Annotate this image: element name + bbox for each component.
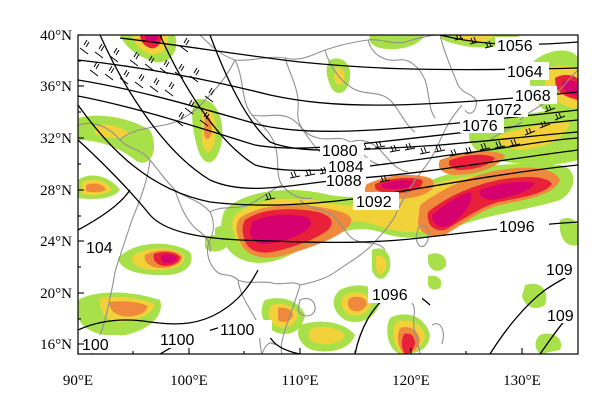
label-1100-a: 1100: [160, 332, 195, 349]
political-boundaries: [78, 35, 578, 354]
label-1084: 1084: [328, 159, 364, 176]
province-lines-3: [324, 49, 416, 133]
label-1096: 1096: [499, 219, 535, 236]
province-lines-1: [234, 59, 313, 199]
label-100: 100: [82, 337, 109, 354]
korea-outline: [439, 35, 477, 114]
contour-1096-north: [78, 139, 578, 244]
contour-labels: 1056 1064 1068 1072 1076 1080 1084 1088 …: [80, 37, 578, 354]
shade-philippines: [387, 314, 430, 354]
y-tick-label-36n: 36°N: [40, 79, 72, 95]
label-1068: 1068: [515, 88, 551, 105]
label-109-b: 109: [547, 308, 574, 325]
y-tick-label-28n: 28°N: [40, 183, 72, 199]
map-frame: [77, 34, 579, 355]
label-1092: 1092: [356, 194, 392, 211]
label-104: 104: [86, 240, 113, 257]
map-plot-area: 1056 1064 1068 1072 1076 1080 1084 1088 …: [78, 35, 578, 354]
x-tick-label-130e: 130°E: [503, 373, 541, 389]
barbs-northwest: [79, 37, 215, 127]
contour-1056: [439, 35, 578, 46]
yunnan-lines: [174, 189, 211, 253]
y-tick-label-40n: 40°N: [40, 28, 72, 44]
x-tick-label-110e: 110°E: [281, 373, 318, 389]
shade-west-china: [78, 175, 120, 200]
contour-104: [78, 189, 131, 231]
shade-yunnan: [118, 243, 192, 276]
x-axis-labels: 90°E 100°E 110°E 120°E 130°E: [63, 373, 541, 389]
label-1080: 1080: [322, 143, 358, 160]
china-south-border: [237, 279, 301, 286]
label-1072: 1072: [486, 102, 522, 119]
label-1076: 1076: [462, 118, 498, 135]
shade-indochina: [261, 298, 305, 335]
hainan-outline: [297, 297, 316, 317]
contour-1076: [78, 95, 578, 149]
contour-1064: [119, 37, 578, 71]
china-coast: [299, 104, 463, 286]
x-tick-label-90e: 90°E: [63, 373, 93, 389]
contour-1068: [78, 59, 578, 106]
contour-1100-west: [78, 269, 259, 331]
shade-tibet-north: [78, 115, 155, 163]
indochina-border: [237, 279, 263, 354]
y-tick-label-16n: 16°N: [40, 337, 72, 353]
label-1096-south: 1096: [372, 287, 408, 304]
contour-1072: [78, 79, 578, 132]
shade-taiwan-east: [418, 167, 560, 237]
y-axis-labels: 40°N 36°N 32°N 28°N 24°N 20°N 16°N: [40, 28, 72, 353]
label-1056: 1056: [497, 38, 533, 55]
china-west-border: [78, 122, 239, 281]
province-lines-5: [299, 199, 386, 251]
contour-1092: [78, 104, 578, 206]
contour-1088: [99, 35, 578, 189]
y-tick-label-20n: 20°N: [40, 286, 72, 302]
province-lines-8: [349, 139, 409, 173]
tick-marks: [77, 34, 523, 354]
shade-bay-of-bengal: [78, 292, 161, 336]
label-1100-b: 1100: [220, 322, 255, 339]
malaysia-outline: [261, 342, 276, 354]
x-tick-label-120e: 120°E: [392, 373, 430, 389]
label-109-a: 109: [546, 262, 573, 279]
x-tick-label-100e: 100°E: [170, 373, 208, 389]
wind-barbs: [79, 35, 566, 201]
label-1064: 1064: [507, 64, 543, 81]
y-tick-label-32n: 32°N: [40, 131, 72, 147]
label-1088: 1088: [326, 173, 362, 190]
taiwan-outline: [415, 225, 429, 248]
y-tick-label-24n: 24°N: [40, 234, 72, 250]
province-lines-4: [367, 39, 436, 119]
